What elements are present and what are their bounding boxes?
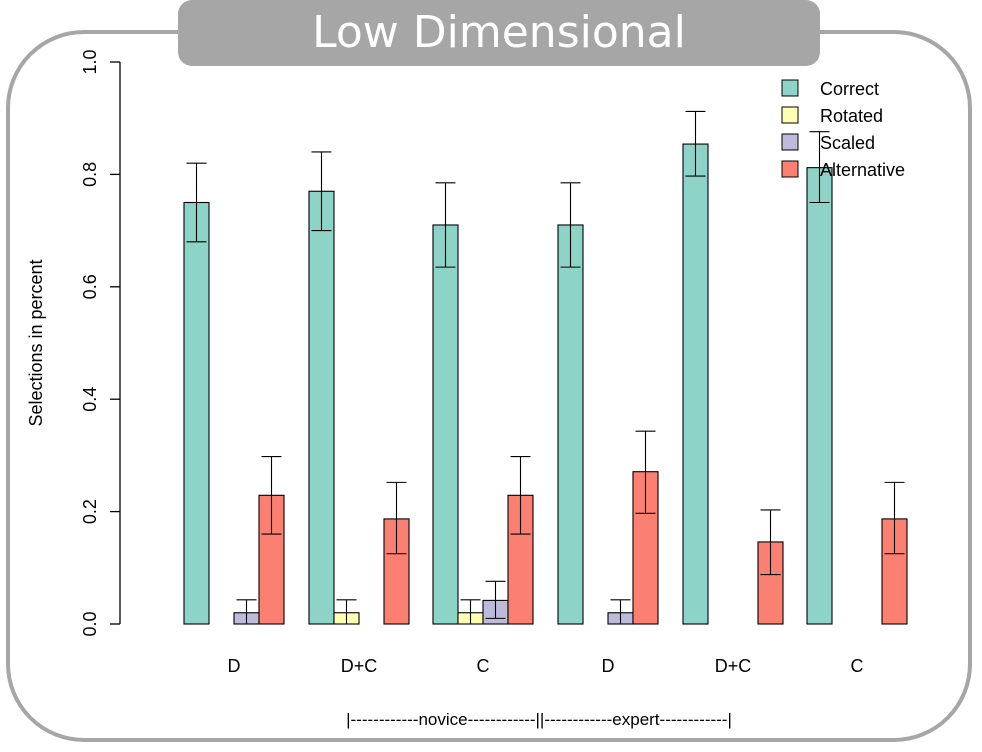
error-bar [261, 455, 282, 535]
legend-swatch [781, 160, 799, 178]
bar-correct [308, 190, 335, 625]
legend-label: Correct [820, 79, 879, 99]
bars [183, 143, 908, 625]
legend-swatch [781, 133, 799, 151]
legend: Correct Rotated Scaled Alternative [781, 79, 905, 180]
error-bar [386, 481, 407, 555]
error-bar [236, 599, 257, 625]
y-tick-label: 0.8 [80, 162, 100, 187]
y-tick-label: 0.4 [80, 387, 100, 412]
y-axis: 0.0 0.2 0.4 0.6 0.8 1.0 [80, 49, 121, 637]
y-axis-label: Selections in percent [26, 259, 46, 426]
error-bar [186, 162, 207, 243]
error-bar [460, 599, 481, 625]
category-label: D+C [341, 656, 378, 676]
bar-correct [183, 201, 210, 625]
bar-correct [806, 167, 833, 625]
category-label: C [477, 656, 490, 676]
category-labels: D D+C C D D+C C [228, 656, 864, 676]
y-tick-label: 1.0 [80, 49, 100, 74]
bar-correct [557, 224, 584, 625]
y-tick-label: 0.0 [80, 611, 100, 636]
legend-swatch [781, 79, 799, 97]
error-bar [311, 151, 332, 232]
error-bar [635, 430, 656, 514]
category-label: C [851, 656, 864, 676]
y-tick-label: 0.6 [80, 274, 100, 299]
bar-correct [682, 143, 709, 625]
legend-label: Scaled [820, 133, 875, 153]
category-label: D+C [715, 656, 752, 676]
error-bar [884, 481, 905, 555]
error-bar [435, 182, 456, 268]
category-label: D [228, 656, 241, 676]
bar-correct [432, 224, 459, 625]
legend-label: Alternative [820, 160, 905, 180]
error-bar [510, 455, 531, 535]
error-bar [485, 580, 506, 619]
error-bar [560, 182, 581, 268]
group-axis-label: |------------novice------------||-------… [346, 710, 732, 729]
error-bar [610, 599, 631, 625]
chart-title: Low Dimensional [178, 0, 820, 66]
legend-swatch [781, 106, 799, 124]
error-bar [809, 131, 830, 204]
error-bar [760, 509, 781, 576]
legend-label: Rotated [820, 106, 883, 126]
error-bars [186, 110, 905, 625]
category-label: D [602, 656, 615, 676]
y-tick-label: 0.2 [80, 499, 100, 524]
error-bar [685, 110, 706, 177]
error-bar [336, 599, 357, 625]
